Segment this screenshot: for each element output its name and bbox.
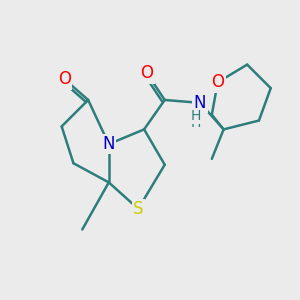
Text: H: H (190, 116, 201, 130)
Text: H: H (190, 109, 201, 123)
Text: N: N (194, 94, 206, 112)
Text: O: O (211, 73, 224, 91)
Text: S: S (133, 200, 143, 218)
Text: N: N (103, 135, 115, 153)
Text: O: O (58, 70, 71, 88)
Text: O: O (141, 64, 154, 82)
